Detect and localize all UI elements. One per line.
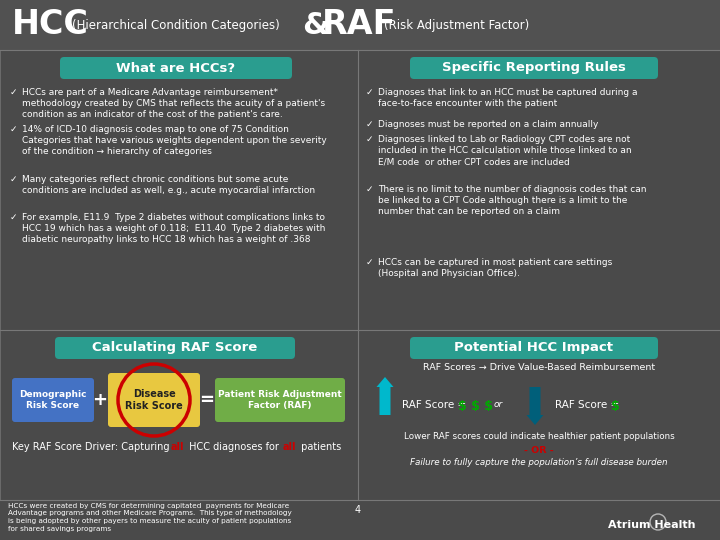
Text: ✓: ✓ xyxy=(10,213,17,222)
Bar xyxy=(358,330,720,500)
Text: Key RAF Score Driver: Capturing: Key RAF Score Driver: Capturing xyxy=(12,442,173,452)
FancyArrow shape xyxy=(377,377,394,415)
Text: ✓: ✓ xyxy=(366,135,374,144)
Text: Atrium Health: Atrium Health xyxy=(608,520,695,530)
Text: What are HCCs?: What are HCCs? xyxy=(117,62,235,75)
Text: HCC diagnoses for: HCC diagnoses for xyxy=(186,442,282,452)
Bar xyxy=(358,50,720,330)
Text: Potential HCC Impact: Potential HCC Impact xyxy=(454,341,613,354)
Text: HCCs were created by CMS for determining capitated  payments for Medicare
Advant: HCCs were created by CMS for determining… xyxy=(8,503,292,531)
Text: Specific Reporting Rules: Specific Reporting Rules xyxy=(442,62,626,75)
Text: Patient Risk Adjustment
Factor (RAF): Patient Risk Adjustment Factor (RAF) xyxy=(218,390,342,410)
FancyBboxPatch shape xyxy=(108,373,200,427)
Text: Calculating RAF Score: Calculating RAF Score xyxy=(92,341,258,354)
Text: Diagnoses linked to Lab or Radiology CPT codes are not
included in the HCC calcu: Diagnoses linked to Lab or Radiology CPT… xyxy=(378,135,631,166)
FancyBboxPatch shape xyxy=(410,337,658,359)
Text: There is no limit to the number of diagnosis codes that can
be linked to a CPT C: There is no limit to the number of diagn… xyxy=(378,185,647,216)
Text: RAF Score =: RAF Score = xyxy=(555,400,619,410)
Text: 14% of ICD-10 diagnosis codes map to one of 75 Condition
Categories that have va: 14% of ICD-10 diagnosis codes map to one… xyxy=(22,125,327,156)
Text: ✓: ✓ xyxy=(366,185,374,194)
Text: =: = xyxy=(199,391,215,409)
Text: all: all xyxy=(283,442,297,452)
Text: $: $ xyxy=(611,400,620,413)
FancyArrow shape xyxy=(526,387,544,425)
Text: ✓: ✓ xyxy=(10,88,17,97)
Text: (Risk Adjustment Factor): (Risk Adjustment Factor) xyxy=(384,18,529,31)
Text: or: or xyxy=(494,400,503,409)
FancyBboxPatch shape xyxy=(55,337,295,359)
Bar xyxy=(0,500,720,540)
Text: RAF Score =: RAF Score = xyxy=(402,400,467,410)
Text: Failure to fully capture the population’s full disease burden: Failure to fully capture the population’… xyxy=(410,458,667,467)
Text: Diagnoses must be reported on a claim annually: Diagnoses must be reported on a claim an… xyxy=(378,120,598,129)
FancyBboxPatch shape xyxy=(410,57,658,79)
Text: Demographic
Risk Score: Demographic Risk Score xyxy=(19,390,86,410)
Bar xyxy=(0,330,358,500)
FancyBboxPatch shape xyxy=(12,378,94,422)
Text: ✓: ✓ xyxy=(10,125,17,134)
Text: HCCs can be captured in most patient care settings
(Hospital and Physician Offic: HCCs can be captured in most patient car… xyxy=(378,258,612,278)
Text: For example, E11.9  Type 2 diabetes without complications links to
HCC 19 which : For example, E11.9 Type 2 diabetes witho… xyxy=(22,213,325,244)
Text: Disease
Risk Score: Disease Risk Score xyxy=(125,389,183,411)
Text: (Hierarchical Condition Categories): (Hierarchical Condition Categories) xyxy=(72,18,280,31)
Text: - OR -: - OR - xyxy=(524,446,554,455)
Text: ✓: ✓ xyxy=(366,120,374,129)
FancyBboxPatch shape xyxy=(215,378,345,422)
Text: $ $ $: $ $ $ xyxy=(458,400,493,413)
Text: Lower RAF scores could indicate healthier patient populations: Lower RAF scores could indicate healthie… xyxy=(404,432,675,441)
Text: HCC: HCC xyxy=(12,9,89,42)
Text: patients: patients xyxy=(298,442,341,452)
Text: Many categories reflect chronic conditions but some acute
conditions are include: Many categories reflect chronic conditio… xyxy=(22,175,315,195)
Text: ✓: ✓ xyxy=(366,88,374,97)
Bar xyxy=(0,0,720,50)
Text: 4: 4 xyxy=(355,505,361,515)
Text: RAF Scores → Drive Value-Based Reimbursement: RAF Scores → Drive Value-Based Reimburse… xyxy=(423,363,655,372)
Bar xyxy=(0,50,358,330)
Text: +: + xyxy=(92,391,107,409)
Text: ✓: ✓ xyxy=(366,258,374,267)
Text: all: all xyxy=(171,442,184,452)
FancyBboxPatch shape xyxy=(60,57,292,79)
Text: Diagnoses that link to an HCC must be captured during a
face-to-face encounter w: Diagnoses that link to an HCC must be ca… xyxy=(378,88,637,108)
Text: ✓: ✓ xyxy=(10,175,17,184)
Text: RAF: RAF xyxy=(322,9,397,42)
Text: &: & xyxy=(302,10,328,39)
Text: HCCs are part of a Medicare Advantage reimbursement*
methodology created by CMS : HCCs are part of a Medicare Advantage re… xyxy=(22,88,325,119)
